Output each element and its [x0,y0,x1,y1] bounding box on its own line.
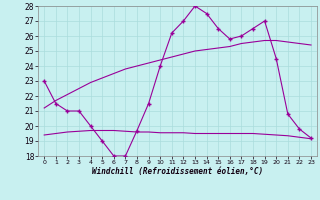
X-axis label: Windchill (Refroidissement éolien,°C): Windchill (Refroidissement éolien,°C) [92,167,263,176]
